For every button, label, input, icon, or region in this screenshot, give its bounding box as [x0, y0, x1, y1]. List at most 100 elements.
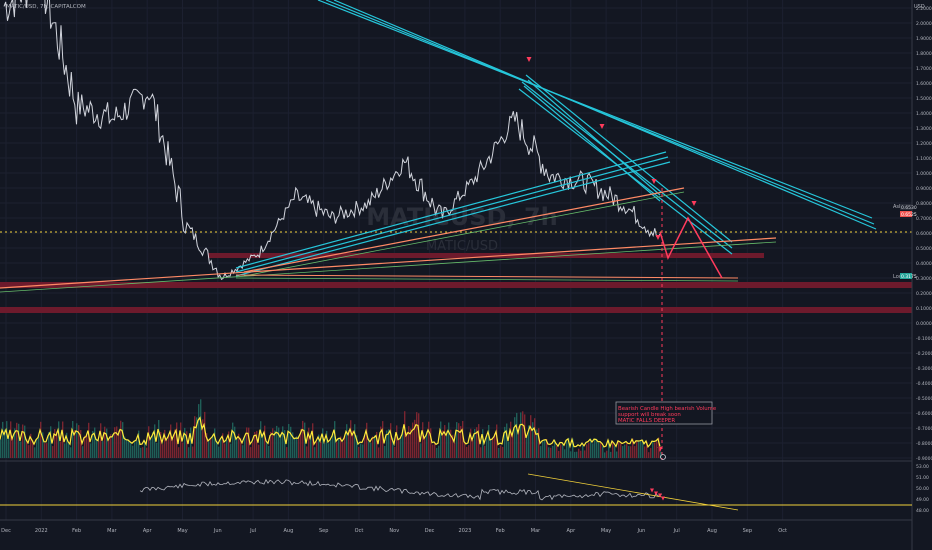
volume-bar: [260, 421, 262, 458]
volume-bar: [638, 441, 640, 458]
symbol-header: MATIC/USD, 7h, CAPITALCOM: [6, 4, 86, 10]
rsi-trendline[interactable]: [527, 473, 739, 511]
volume-bar: [500, 445, 502, 458]
ask-value-badge: [900, 204, 912, 210]
volume-bar: [422, 422, 424, 458]
price-tick-label: 1.4000: [916, 111, 932, 117]
bid-value-badge: [900, 211, 912, 217]
volume-bar: [446, 431, 448, 458]
volume-bar: [606, 450, 608, 458]
volume-bar: [74, 430, 76, 458]
volume-bar: [406, 432, 408, 458]
annotation-line-1: Bearish Candle High bearish Volume: [618, 406, 717, 412]
volume-bar: [372, 436, 374, 458]
volume-bar: [20, 441, 22, 458]
volume-bar: [198, 404, 200, 458]
volume-bar: [576, 451, 578, 458]
time-tick-label: Jul: [673, 528, 680, 534]
volume-bar: [38, 435, 40, 458]
horizontal-support-line[interactable]: [235, 274, 739, 282]
trendline-orange-upper[interactable]: [243, 187, 685, 277]
time-tick-label: Oct: [778, 528, 787, 534]
volume-bar: [314, 447, 316, 458]
volume-bar: [458, 423, 460, 458]
volume-bar: [190, 427, 192, 458]
price-tick-label: -0.2000: [916, 351, 932, 357]
price-tick-label: 1.2000: [916, 141, 932, 147]
volume-bar: [430, 428, 432, 458]
time-tick-label: Aug: [707, 528, 717, 534]
volume-bar: [362, 444, 364, 458]
time-tick-label: May: [601, 528, 611, 534]
volume-bar: [344, 436, 346, 458]
volume-bar: [356, 435, 358, 458]
target-circle-icon: [660, 454, 666, 460]
time-tick-label: Jun: [213, 528, 222, 534]
volume-bar: [24, 425, 26, 458]
price-tick-label: 0.3000: [916, 276, 932, 282]
volume-bar: [110, 434, 112, 458]
volume-bar: [536, 429, 538, 458]
volume-bar: [308, 427, 310, 458]
volume-bar: [92, 431, 94, 458]
volume-bar: [656, 441, 658, 458]
volume-bar: [546, 439, 548, 458]
volume-bar: [650, 448, 652, 458]
time-tick-label: Nov: [389, 528, 399, 534]
volume-bar: [268, 445, 270, 458]
volume-bar: [150, 438, 152, 458]
volume-bar: [360, 443, 362, 458]
volume-bar: [558, 450, 560, 458]
volume-bar: [188, 447, 190, 458]
volume-bar: [476, 427, 478, 458]
time-tick-label: Mar: [107, 528, 117, 534]
volume-bar: [220, 438, 222, 458]
volume-bar: [398, 439, 400, 458]
volume-bar: [338, 437, 340, 458]
watermark-pair: MATIC/USD: [426, 239, 498, 254]
volume-bar: [524, 414, 526, 458]
trendline-rising-support[interactable]: [235, 151, 671, 277]
volume-bar: [410, 428, 412, 458]
volume-bar: [262, 433, 264, 458]
time-tick-label: Apr: [566, 528, 576, 534]
volume-bar: [10, 421, 12, 458]
volume-bar: [534, 418, 536, 458]
volume-bar: [486, 434, 488, 458]
volume-bar: [374, 435, 376, 458]
currency-label: USD: [914, 4, 925, 10]
volume-bar: [618, 441, 620, 458]
volume-bar: [160, 432, 162, 458]
volume-bar: [332, 432, 334, 458]
volume-bar: [586, 444, 588, 458]
volume-bar: [506, 423, 508, 458]
volume-bar: [588, 442, 590, 458]
volume-bar: [218, 446, 220, 458]
volume-bar: [242, 445, 244, 458]
volume-bar: [302, 420, 304, 458]
volume-bar: [292, 432, 294, 458]
volume-bar: [600, 442, 602, 458]
volume-bar: [142, 447, 144, 458]
price-tick-label: 0.4000: [916, 261, 932, 267]
price-line: [3, 0, 661, 281]
volume-bar: [594, 438, 596, 458]
volume-bar: [18, 423, 20, 458]
volume-bar: [136, 440, 138, 458]
annotation-callout[interactable]: Bearish Candle High bearish Volume suppo…: [615, 401, 717, 425]
volume-bar: [202, 419, 204, 458]
volume-bar: [598, 442, 600, 458]
volume-bar: [572, 438, 574, 458]
price-tick-label: 1.3000: [916, 126, 932, 132]
volume-bar: [62, 421, 64, 458]
trendline-mid-steep[interactable]: [523, 79, 661, 202]
trendline-orange-lower[interactable]: [0, 237, 777, 293]
volume-bar: [342, 442, 344, 458]
trendline-upper-triple[interactable]: [317, 0, 877, 230]
volume-bar: [640, 441, 642, 458]
volume-bar: [366, 422, 368, 458]
annotation-line-3: MATIC FALLS DEEPER: [618, 418, 675, 424]
low-value: 0.3175: [901, 274, 917, 280]
volume-bar: [444, 425, 446, 458]
